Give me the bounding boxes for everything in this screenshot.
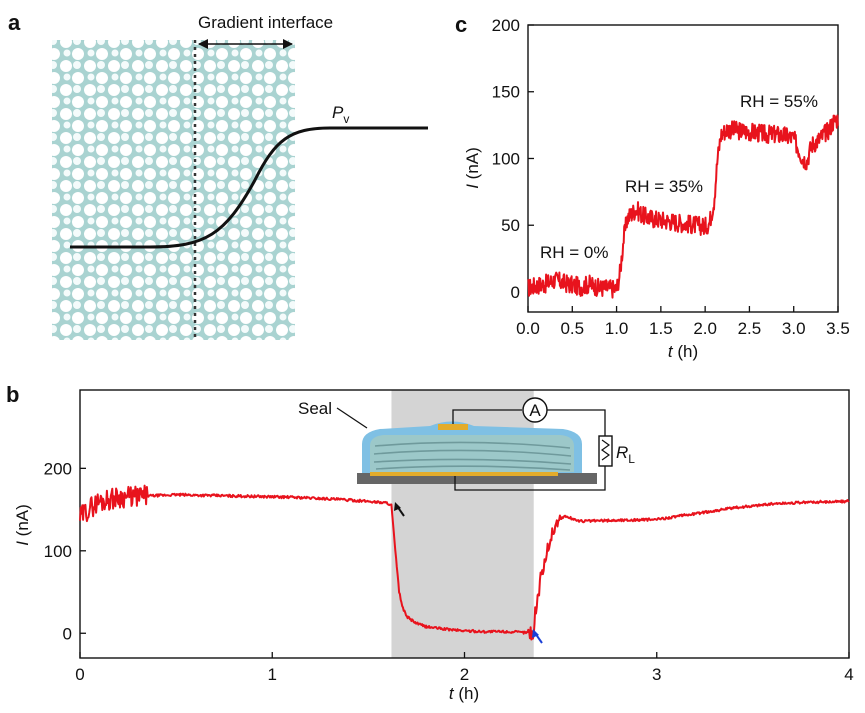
panel-c-xlabel: t (h)	[668, 342, 698, 361]
x-tick-label: 1.5	[649, 319, 673, 338]
inset-bottom-electrode	[370, 472, 558, 476]
panel-b-series-line	[79, 484, 850, 641]
gradient-interface-label: Gradient interface	[198, 13, 333, 32]
rh-55-annotation: RH = 55%	[740, 92, 818, 111]
x-tick-label: 4	[844, 665, 853, 684]
load-resistor-label: RL	[616, 443, 635, 466]
y-tick-label: 200	[44, 459, 72, 478]
panel-b-ylabel: I (nA)	[13, 504, 32, 546]
x-tick-label: 2.0	[693, 319, 717, 338]
y-tick-label: 0	[511, 283, 520, 302]
panel-b: b 0 1 2 3 4 0 100 200 A RL Seal	[6, 382, 854, 703]
resistor-zigzag-icon	[600, 439, 611, 461]
panel-b-xticks: 0 1 2 3 4	[75, 652, 854, 684]
interface-arrow-right-head	[283, 39, 293, 49]
seal-label: Seal	[298, 399, 332, 418]
x-tick-label: 1.0	[605, 319, 629, 338]
x-tick-label: 3	[652, 665, 661, 684]
panel-c-ylabel: I (nA)	[463, 147, 482, 189]
panel-c-xticks: 0.0 0.5 1.0 1.5 2.0 2.5 3.0 3.5	[516, 306, 850, 338]
x-tick-label: 2	[460, 665, 469, 684]
y-tick-label: 200	[492, 16, 520, 35]
rh-35-annotation: RH = 35%	[625, 177, 703, 196]
x-tick-label: 3.0	[782, 319, 806, 338]
y-tick-label: 150	[492, 83, 520, 102]
panel-c: c 0.0 0.5 1.0 1.5 2.0 2.5 3.0 3.5 050100150200 …	[455, 12, 850, 361]
blue-arrow-icon	[532, 629, 543, 644]
ammeter-label: A	[529, 401, 541, 420]
pv-label: Pv	[332, 103, 349, 126]
interface-arrow-left-head	[198, 39, 208, 49]
x-tick-label: 0.0	[516, 319, 540, 338]
rh-0-annotation: RH = 0%	[540, 243, 609, 262]
pv-curve	[70, 126, 428, 249]
inset-substrate	[357, 473, 597, 484]
x-tick-label: 3.5	[826, 319, 850, 338]
inset-wire-top	[452, 409, 522, 424]
seal-leader-line	[336, 407, 368, 429]
y-tick-label: 100	[44, 542, 72, 561]
panel-a: a Gradient interface Pv	[8, 10, 428, 340]
device-inset: A RL Seal	[298, 397, 635, 491]
black-arrow-icon	[394, 502, 405, 517]
panel-c-yticks: 0 50 100 150 200	[492, 16, 534, 302]
panel-c-label: c	[455, 12, 467, 37]
panel-b-xlabel: t (h)	[449, 684, 479, 703]
panel-b-yticks: 0 100 200	[44, 459, 86, 643]
x-tick-label: 2.5	[738, 319, 762, 338]
panel-c-axes-frame	[527, 24, 839, 313]
particle-layer-image	[52, 40, 295, 340]
x-tick-label: 0.5	[560, 319, 584, 338]
panel-c-series-line	[527, 114, 839, 299]
inset-film-fibers	[373, 441, 572, 471]
y-tick-label: 0	[63, 624, 72, 643]
inset-wire-bottom	[454, 466, 606, 491]
panel-b-label: b	[6, 382, 19, 407]
inset-wire-right	[547, 409, 606, 436]
x-tick-label: 0	[75, 665, 84, 684]
panel-a-label: a	[8, 10, 21, 35]
inset-load-resistor	[598, 435, 613, 467]
y-tick-label: 50	[501, 216, 520, 235]
x-tick-label: 1	[268, 665, 277, 684]
y-tick-label: 100	[492, 149, 520, 168]
inset-top-electrode	[438, 424, 468, 430]
